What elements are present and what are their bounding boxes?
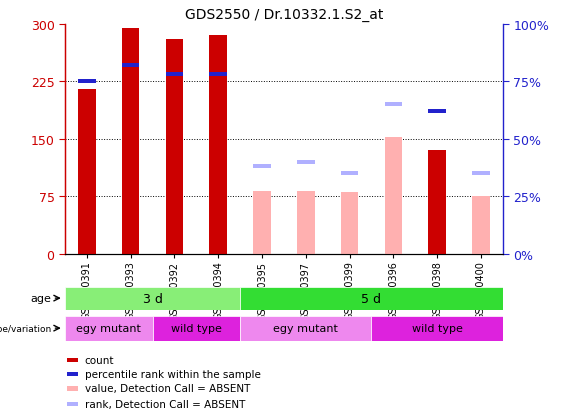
Text: count: count <box>85 355 114 365</box>
Bar <box>472 172 490 176</box>
Bar <box>297 160 315 164</box>
Bar <box>78 90 95 254</box>
Bar <box>122 28 140 254</box>
Bar <box>67 402 78 406</box>
Text: value, Detection Call = ABSENT: value, Detection Call = ABSENT <box>85 384 250 394</box>
Bar <box>166 73 183 77</box>
Bar <box>341 193 358 254</box>
Bar <box>428 151 446 254</box>
Bar <box>341 172 358 176</box>
Bar <box>65 316 153 341</box>
Bar <box>67 387 78 391</box>
Bar <box>67 358 78 362</box>
Text: egy mutant: egy mutant <box>273 323 338 333</box>
Text: genotype/variation: genotype/variation <box>0 324 51 333</box>
Bar <box>385 103 402 107</box>
Bar <box>297 191 315 254</box>
Bar <box>210 36 227 254</box>
Text: wild type: wild type <box>171 323 222 333</box>
Text: age: age <box>31 293 51 304</box>
Bar <box>253 191 271 254</box>
Bar <box>166 40 183 254</box>
Bar <box>240 316 372 341</box>
Bar <box>472 197 490 254</box>
Bar <box>65 287 240 310</box>
Bar <box>210 73 227 77</box>
Text: wild type: wild type <box>412 323 463 333</box>
Text: percentile rank within the sample: percentile rank within the sample <box>85 369 260 379</box>
Bar <box>153 316 240 341</box>
Text: rank, Detection Call = ABSENT: rank, Detection Call = ABSENT <box>85 399 245 409</box>
Bar <box>253 165 271 169</box>
Bar <box>78 80 95 84</box>
Bar <box>385 138 402 254</box>
Bar <box>428 110 446 114</box>
Text: egy mutant: egy mutant <box>76 323 141 333</box>
Title: GDS2550 / Dr.10332.1.S2_at: GDS2550 / Dr.10332.1.S2_at <box>185 8 383 22</box>
Bar <box>122 64 140 68</box>
Bar <box>240 287 503 310</box>
Bar <box>67 372 78 376</box>
Text: 5 d: 5 d <box>362 292 381 305</box>
Bar <box>372 316 503 341</box>
Text: 3 d: 3 d <box>142 292 163 305</box>
